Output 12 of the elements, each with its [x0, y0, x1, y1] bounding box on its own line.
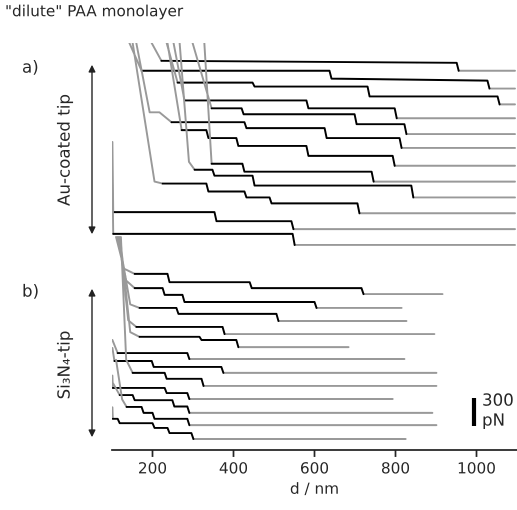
- x-axis-title: d / nm: [290, 482, 338, 496]
- text: Au-coated tip: [56, 94, 74, 206]
- x-tick-label: 200: [139, 462, 166, 474]
- text: Si₃N₄-tip: [56, 332, 74, 398]
- x-tick-label: 1000: [458, 462, 495, 474]
- annotation: 300 pN: [483, 393, 513, 430]
- text: b): [24, 284, 38, 299]
- x-tick-label: 800: [382, 462, 410, 474]
- x-tick-label: 400: [220, 462, 248, 474]
- x-tick-label: 600: [300, 462, 328, 474]
- chart-title: "dilute" PAA monolayer: [6, 4, 184, 20]
- text: a): [23, 60, 38, 75]
